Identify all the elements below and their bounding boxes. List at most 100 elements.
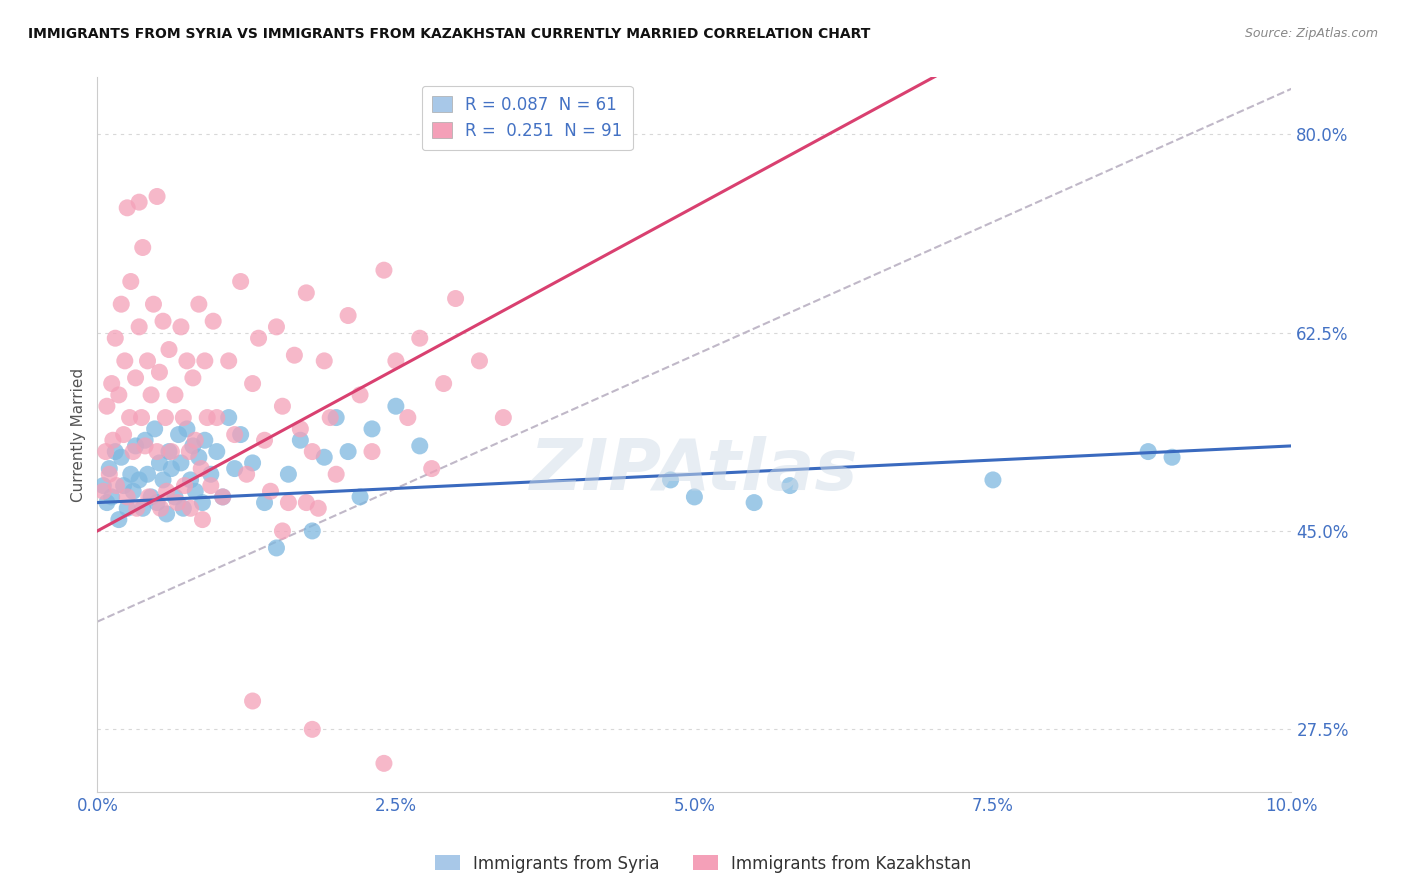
Point [149,501,172,516]
Point [187,297,209,311]
Point [101,434,124,448]
Point [277,467,299,482]
Point [163,490,186,504]
Point [218,354,240,368]
Point [163,388,186,402]
Point [173,478,195,492]
Point [301,524,323,538]
Point [108,388,131,402]
Point [205,410,228,425]
Point [143,422,166,436]
Point [683,490,706,504]
Point [337,309,360,323]
Point [152,314,174,328]
Point [110,450,132,465]
Point [155,507,177,521]
Point [742,495,765,509]
Point [194,434,217,448]
Point [266,319,288,334]
Point [94,444,117,458]
Point [131,410,153,425]
Point [290,422,312,436]
Point [110,297,132,311]
Point [136,354,159,368]
Point [200,478,222,492]
Point [349,388,371,402]
Point [120,467,142,482]
Point [191,495,214,509]
Point [385,354,408,368]
Point [1137,444,1160,458]
Point [295,285,318,300]
Point [981,473,1004,487]
Point [100,490,122,504]
Point [105,478,128,492]
Point [134,439,156,453]
Point [184,434,207,448]
Point [181,439,204,453]
Point [301,723,323,737]
Point [128,473,150,487]
Point [146,495,169,509]
Point [242,376,264,391]
Point [224,427,246,442]
Point [132,240,155,254]
Point [155,410,177,425]
Text: IMMIGRANTS FROM SYRIA VS IMMIGRANTS FROM KAZAKHSTAN CURRENTLY MARRIED CORRELATIO: IMMIGRANTS FROM SYRIA VS IMMIGRANTS FROM… [28,27,870,41]
Point [118,410,141,425]
Point [148,456,170,470]
Point [138,490,160,504]
Point [314,450,336,465]
Point [104,444,127,458]
Point [290,434,312,448]
Point [247,331,270,345]
Point [659,473,682,487]
Point [139,388,162,402]
Point [253,495,276,509]
Point [108,513,131,527]
Point [259,484,281,499]
Point [373,263,395,277]
Point [205,444,228,458]
Point [170,456,193,470]
Point [136,467,159,482]
Point [176,422,198,436]
Point [100,376,122,391]
Point [409,439,432,453]
Point [104,331,127,345]
Point [172,501,194,516]
Point [179,501,201,516]
Point [314,354,336,368]
Point [167,427,190,442]
Point [224,461,246,475]
Point [179,444,201,458]
Point [146,189,169,203]
Point [157,444,180,458]
Point [444,292,467,306]
Point [325,410,347,425]
Point [132,501,155,516]
Point [468,354,491,368]
Point [191,513,214,527]
Text: ZIPAtlas: ZIPAtlas [530,436,859,505]
Point [128,319,150,334]
Point [361,444,384,458]
Point [373,756,395,771]
Point [181,371,204,385]
Point [91,484,114,499]
Point [492,410,515,425]
Point [242,694,264,708]
Point [242,456,264,470]
Point [190,461,212,475]
Point [124,439,146,453]
Point [179,473,201,487]
Legend: R = 0.087  N = 61, R =  0.251  N = 91: R = 0.087 N = 61, R = 0.251 N = 91 [422,86,633,150]
Point [253,434,276,448]
Point [229,427,252,442]
Point [139,490,162,504]
Point [120,275,142,289]
Point [98,467,121,482]
Point [420,461,443,475]
Point [385,399,408,413]
Point [218,410,240,425]
